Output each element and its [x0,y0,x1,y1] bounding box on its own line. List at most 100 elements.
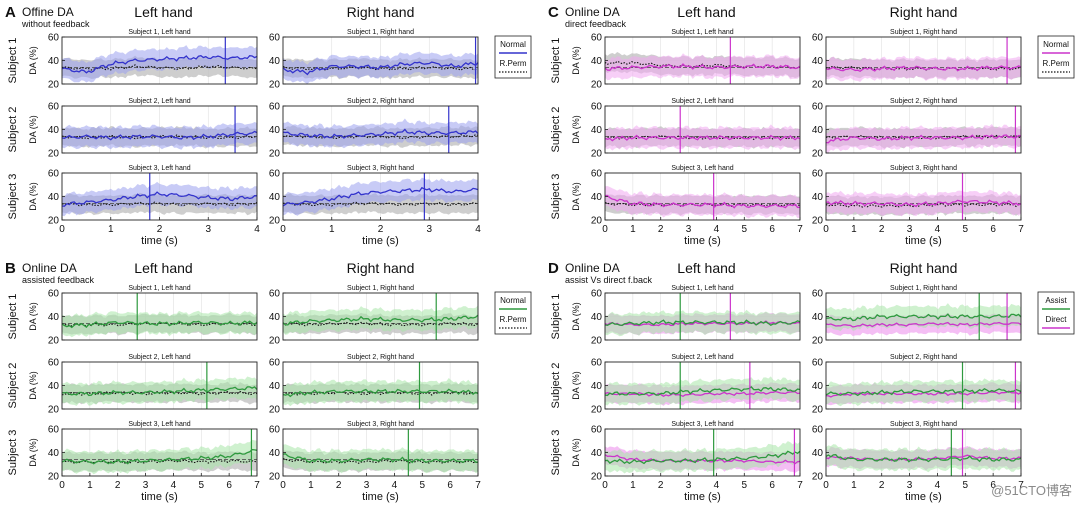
y-tick-label: 60 [269,33,281,44]
y-axis-label: DA (%) [571,46,581,75]
confidence-band [283,444,478,474]
x-tick-label: 3 [205,224,211,235]
y-tick-label: 20 [269,336,281,347]
x-tick-label: 1 [851,480,857,491]
legend: Normal R.Perm [1037,35,1075,79]
x-tick-label: 0 [59,224,65,235]
y-tick-label: 40 [591,381,603,392]
y-tick-label: 40 [812,312,824,323]
x-tick-label: 5 [742,224,748,235]
y-axis-label: DA (%) [571,371,581,400]
subplot: Subject 1, Right hand 20 40 60 [812,285,1022,347]
legend-box [494,291,532,335]
y-axis-label: DA (%) [28,302,38,331]
subplot-title: Subject 2, Left hand [128,98,190,105]
confidence-band [62,439,257,475]
y-tick-label: 20 [269,405,281,416]
left-hand-header: Left hand [677,260,735,276]
series-rperm [282,321,479,327]
y-tick-label: 20 [48,336,60,347]
y-tick-label: 60 [48,102,60,113]
subplot: Subject 1, Right hand 20 40 60 [269,285,479,347]
y-tick-label: 40 [269,192,281,203]
y-tick-label: 60 [269,169,281,180]
series-assist [826,313,1022,322]
x-tick-label: 2 [658,480,664,491]
x-tick-label: 3 [686,224,692,235]
series-rperm [825,134,1022,140]
subplot-title: Subject 2, Left hand [671,98,733,105]
y-tick-label: 20 [48,472,60,483]
x-tick-label: 0 [59,480,65,491]
subplot: Subject 1, Left hand 20 40 60 [591,285,801,347]
y-tick-label: 60 [812,102,824,113]
x-tick-label: 1 [308,480,314,491]
x-tick-label: 4 [714,480,720,491]
series-normal [825,134,1022,144]
subplot-title: Subject 1, Right hand [890,285,957,292]
y-tick-label: 20 [48,149,60,160]
panel-subtitle: direct feedback [565,19,627,29]
y-tick-label: 40 [269,125,281,136]
y-tick-label: 20 [269,149,281,160]
series-normal [604,134,801,142]
confidence-band [826,444,1021,473]
series-assist [825,388,1022,397]
legend-label: R.Perm [1042,59,1069,68]
x-tick-label: 5 [199,480,205,491]
x-tick-label: 5 [963,480,969,491]
y-axis-label: DA (%) [28,115,38,144]
y-tick-label: 40 [812,192,824,203]
y-tick-label: 40 [48,381,60,392]
x-tick-label: 7 [254,480,260,491]
panel-letter: B [5,260,16,277]
confidence-band [283,305,478,335]
legend-label: Normal [500,40,526,49]
y-tick-label: 40 [269,448,281,459]
subplot-title: Subject 2, Right hand [890,98,957,105]
x-tick-label: 4 [171,480,177,491]
x-tick-label: 3 [426,224,432,235]
x-axis-label: time (s) [905,491,942,503]
panel-letter: A [5,4,16,21]
confidence-band [283,118,478,149]
subplot-title: Subject 3, Right hand [347,165,414,172]
y-tick-label: 20 [48,405,60,416]
series-rperm [62,201,258,207]
y-tick-label: 60 [48,358,60,369]
subplot: Subject 3, Left hand 20 40 60 0 1 2 3 4 5 6 7 time (… [48,421,260,503]
series-direct [825,321,1022,328]
y-axis-label: DA (%) [571,302,581,331]
panel-subtitle: assist Vs direct f.back [565,275,653,285]
y-tick-label: 60 [591,33,603,44]
row-label: Subject 1 [7,294,19,340]
x-tick-label: 7 [1018,224,1024,235]
row-label: Subject 1 [550,38,562,84]
y-tick-label: 60 [48,425,60,436]
y-tick-label: 20 [812,149,824,160]
series-normal [61,448,258,465]
subplot-title: Subject 2, Left hand [671,354,733,361]
series-normal [825,199,1022,208]
series-normal [61,320,258,329]
x-tick-label: 7 [797,224,803,235]
x-axis-label: time (s) [684,491,721,503]
y-axis-label: DA (%) [571,182,581,211]
x-axis-label: time (s) [141,235,178,247]
y-tick-label: 20 [591,405,603,416]
x-axis-label: time (s) [141,491,178,503]
subplot: Subject 2, Right hand 20 40 60 [269,98,479,160]
subplot: Subject 3, Right hand 20 40 60 0 1 2 3 4 5 6 7 time … [269,421,481,503]
x-tick-label: 4 [714,224,720,235]
confidence-band [62,376,257,406]
series-rperm [282,390,479,396]
y-axis-label: DA (%) [571,438,581,467]
legend: Normal R.Perm [494,291,532,335]
row-label: Subject 3 [550,174,562,220]
y-tick-label: 20 [591,216,603,227]
subplot-title: Subject 3, Left hand [128,165,190,172]
series-normal [604,63,801,71]
x-tick-label: 3 [907,480,913,491]
